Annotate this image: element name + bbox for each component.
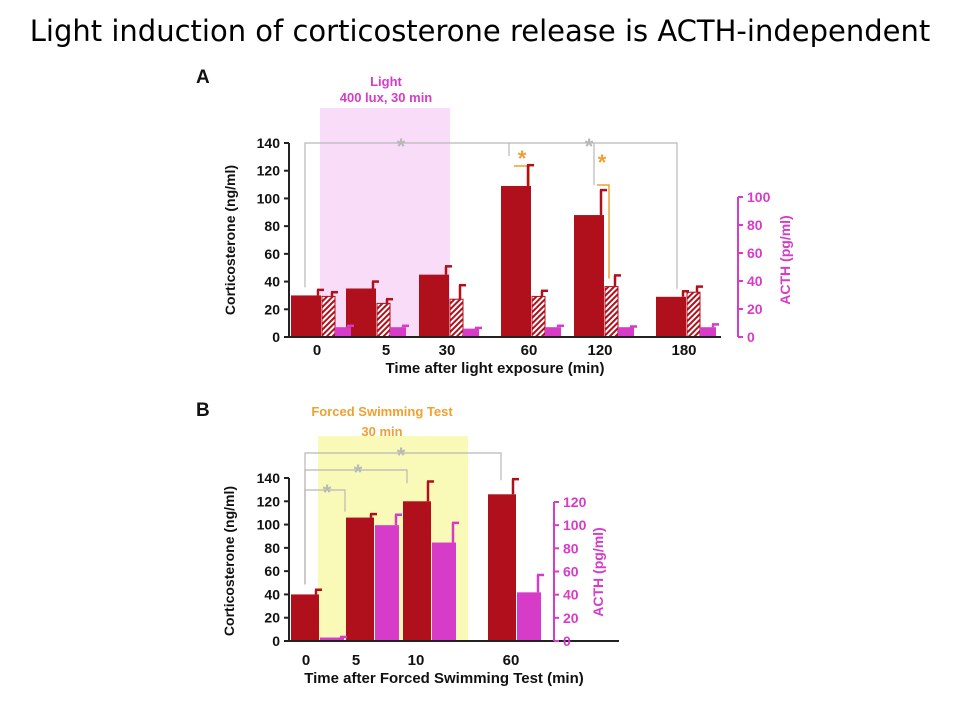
- category-label: 0: [313, 342, 321, 359]
- bar: [403, 501, 431, 641]
- tick-label: 100: [257, 517, 281, 533]
- bar: [335, 327, 351, 337]
- tick-label: 60: [264, 246, 280, 262]
- tick-label: 60: [747, 245, 763, 261]
- tick-label: 80: [747, 217, 763, 233]
- bar: [463, 328, 479, 337]
- category-label: 5: [352, 652, 360, 669]
- x-axis-title: Time after light exposure (min): [386, 360, 605, 377]
- tick-label: 140: [257, 135, 281, 151]
- bar: [545, 327, 561, 337]
- tick-label: 80: [264, 540, 280, 556]
- tick-label: 40: [264, 274, 280, 290]
- bar: [375, 525, 399, 641]
- tick-label: 100: [563, 517, 587, 533]
- bar: [488, 494, 516, 641]
- sig-star: *: [598, 150, 607, 175]
- bar: [501, 185, 531, 337]
- y-axis-title-left: Corticosterone (ng/ml): [221, 486, 237, 636]
- tick-label: 40: [264, 586, 280, 602]
- bar: [517, 592, 541, 641]
- tick-label: 120: [563, 494, 587, 510]
- bar: [700, 327, 716, 337]
- tick-label: 120: [257, 163, 281, 179]
- bar: [291, 295, 321, 337]
- tick-label: 80: [563, 540, 579, 556]
- y-axis-title-right: ACTH (pg/ml): [590, 527, 606, 616]
- category-label: 10: [408, 652, 425, 669]
- category-label: 180: [671, 342, 696, 359]
- tick-label: 100: [257, 190, 281, 206]
- sig-bracket-gray: [304, 142, 678, 289]
- category-label: 60: [521, 342, 538, 359]
- treatment-label: Forced Swimming Test: [311, 404, 453, 419]
- sig-star: *: [397, 443, 406, 468]
- bar: [686, 291, 701, 338]
- sig-bracket-gray: [304, 452, 502, 585]
- slide-title: Light induction of corticosterone releas…: [29, 14, 931, 48]
- tick-label: 40: [563, 587, 579, 603]
- y-axis-title-left: Corticosterone (ng/ml): [222, 165, 238, 315]
- bar: [320, 637, 344, 641]
- treatment-label: 400 lux, 30 min: [340, 90, 433, 105]
- tick-label: 20: [563, 610, 579, 626]
- sig-star: *: [323, 480, 332, 505]
- sig-star: *: [585, 134, 594, 159]
- tick-label: 0: [272, 633, 280, 649]
- category-label: 60: [503, 652, 520, 669]
- panel-b: B Forced Swimming Test 30 min * * * 0 20 40 60 80 1…: [196, 400, 619, 687]
- tick-label: 100: [747, 189, 771, 205]
- tick-label: 40: [747, 273, 763, 289]
- bar: [291, 594, 319, 641]
- panel-label: B: [196, 400, 210, 421]
- bar: [449, 298, 464, 338]
- bar: [321, 295, 336, 338]
- tick-label: 60: [264, 563, 280, 579]
- sig-star: *: [354, 460, 363, 485]
- bar: [604, 286, 619, 338]
- bar: [656, 296, 686, 337]
- category-label: 5: [382, 342, 390, 359]
- category-label: 120: [587, 342, 612, 359]
- treatment-label: 30 min: [361, 424, 402, 439]
- tick-label: 120: [257, 493, 281, 509]
- bar: [390, 327, 406, 337]
- bar: [376, 302, 391, 338]
- bar: [432, 542, 456, 641]
- tick-label: 20: [264, 610, 280, 626]
- treatment-label: Light: [370, 74, 402, 89]
- x-axis-title: Time after Forced Swimming Test (min): [304, 670, 584, 687]
- tick-label: 140: [257, 470, 281, 486]
- tick-label: 0: [747, 329, 755, 345]
- category-label: 30: [439, 342, 456, 359]
- tick-label: 20: [264, 301, 280, 317]
- sig-bracket-orange: [597, 184, 610, 279]
- sig-star: *: [397, 134, 406, 159]
- category-label: 0: [302, 652, 310, 669]
- tick-label: 0: [563, 633, 571, 649]
- y-axis-title-right: ACTH (pg/ml): [777, 215, 793, 304]
- sig-star: *: [518, 146, 527, 171]
- bar: [574, 215, 604, 337]
- bar: [531, 295, 546, 338]
- bar: [618, 327, 634, 337]
- bar: [346, 517, 374, 641]
- panel-label: A: [196, 67, 210, 88]
- bar: [419, 274, 449, 337]
- tick-label: 60: [563, 564, 579, 580]
- tick-label: 0: [272, 329, 280, 345]
- tick-label: 20: [747, 301, 763, 317]
- tick-label: 80: [264, 218, 280, 234]
